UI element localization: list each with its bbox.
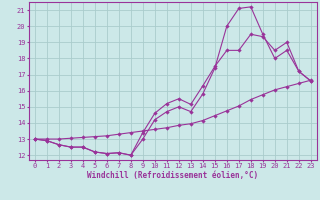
X-axis label: Windchill (Refroidissement éolien,°C): Windchill (Refroidissement éolien,°C) (87, 171, 258, 180)
